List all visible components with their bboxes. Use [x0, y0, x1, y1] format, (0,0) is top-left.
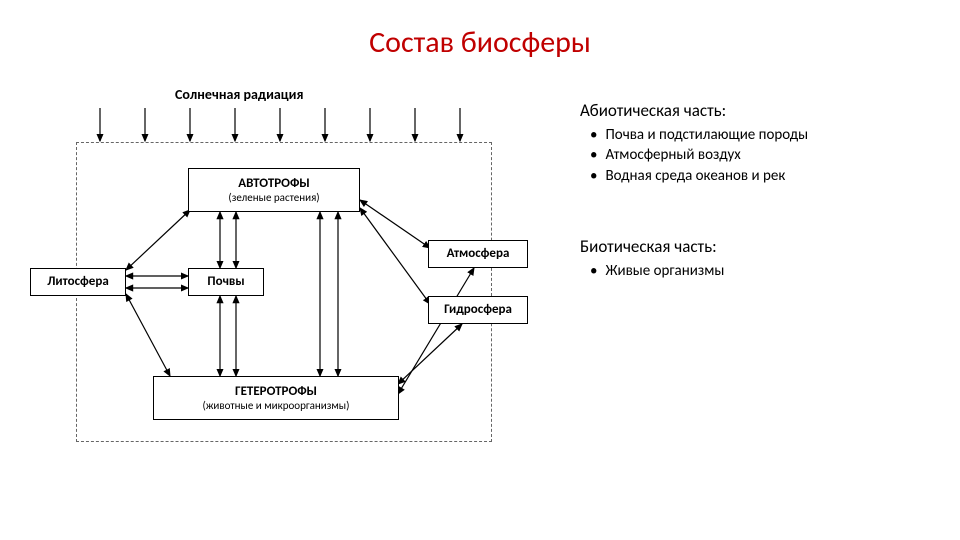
biotic-item: Живые организмы: [580, 261, 940, 281]
node-soils-label: Почвы: [207, 274, 244, 290]
node-hydrosphere: Гидросфера: [428, 296, 528, 324]
node-heterotrophs-label: ГЕТЕРОТРОФЫ: [235, 384, 317, 400]
abiotic-list: Почва и подстилающие породыАтмосферный в…: [580, 125, 940, 186]
abiotic-item: Атмосферный воздух: [580, 145, 940, 165]
biosphere-diagram: Солнечная радиация АВТОТРОФЫ(зеленые рас…: [30, 80, 550, 460]
abiotic-item: Водная среда океанов и рек: [580, 166, 940, 186]
node-soils: Почвы: [188, 268, 264, 296]
node-hydrosphere-label: Гидросфера: [444, 302, 512, 318]
page-title: Состав биосферы: [0, 24, 960, 61]
biotic-title: Биотическая часть:: [580, 236, 940, 257]
node-heterotrophs: ГЕТЕРОТРОФЫ(животные и микроорганизмы): [153, 376, 399, 420]
node-atmosphere: Атмосфера: [428, 240, 528, 268]
node-lithosphere-label: Литосфера: [47, 274, 109, 290]
biotic-section: Биотическая часть: Живые организмы: [580, 236, 940, 281]
node-autotrophs: АВТОТРОФЫ(зеленые растения): [188, 168, 360, 212]
biotic-list: Живые организмы: [580, 261, 940, 281]
abiotic-item: Почва и подстилающие породы: [580, 125, 940, 145]
node-autotrophs-label: АВТОТРОФЫ: [238, 176, 310, 192]
node-heterotrophs-sublabel: (животные и микроорганизмы): [203, 399, 350, 412]
solar-label: Солнечная радиация: [175, 86, 303, 103]
abiotic-title: Абиотическая часть:: [580, 100, 940, 121]
node-atmosphere-label: Атмосфера: [447, 246, 510, 262]
node-lithosphere: Литосфера: [30, 268, 126, 296]
node-autotrophs-sublabel: (зеленые растения): [228, 191, 319, 204]
abiotic-section: Абиотическая часть: Почва и подстилающие…: [580, 100, 940, 186]
